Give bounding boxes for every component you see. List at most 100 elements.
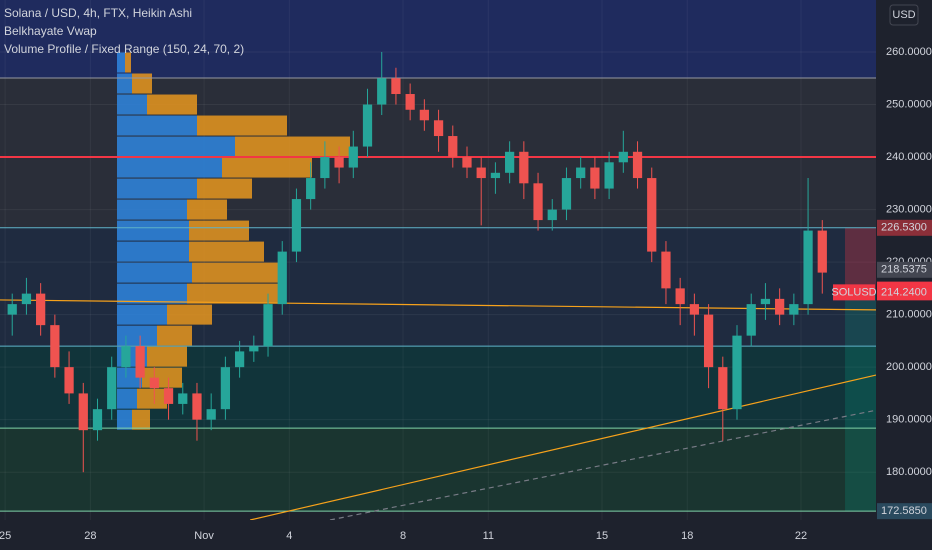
x-tick-label: 28 <box>84 530 96 542</box>
x-tick-label: 22 <box>795 530 807 542</box>
candle-body <box>789 304 799 315</box>
volume-sell <box>187 199 227 220</box>
candle-body <box>377 78 387 105</box>
candle-body <box>192 393 202 420</box>
plot-area <box>0 0 877 521</box>
volume-buy <box>117 325 157 346</box>
volume-sell <box>187 283 282 304</box>
price-label-box <box>877 219 932 236</box>
candle-body <box>703 314 714 368</box>
candle-body <box>661 251 671 289</box>
indicator-name: Belkhayate Vwap <box>4 24 97 38</box>
x-tick-label: 18 <box>681 530 693 542</box>
candle-body <box>7 304 17 315</box>
candle-body <box>107 367 117 410</box>
candle-body <box>732 335 742 410</box>
y-tick-label: 190.0000 <box>886 414 932 426</box>
indicator-name: Volume Profile / Fixed Range (150, 24, 7… <box>4 42 244 56</box>
candle-body <box>277 251 287 305</box>
candle-body <box>505 151 515 173</box>
candle-body <box>618 151 628 163</box>
price-label: 172.5850 <box>881 505 927 517</box>
volume-buy <box>117 199 187 220</box>
candle-body <box>320 157 330 179</box>
candle-body <box>50 325 60 368</box>
volume-buy <box>117 388 137 409</box>
volume-buy <box>117 409 132 430</box>
y-tick-label: 200.0000 <box>886 361 932 373</box>
price-label-box <box>877 284 932 301</box>
volume-sell <box>197 178 252 199</box>
candle-body <box>647 178 657 252</box>
y-tick-label: 260.0000 <box>886 46 932 58</box>
candle-body <box>249 346 259 352</box>
candle-body <box>220 367 231 410</box>
zone <box>0 0 876 78</box>
volume-buy <box>117 73 132 94</box>
candle-body <box>547 209 557 221</box>
price-label-box <box>877 261 932 278</box>
symbol-label: SOLUSD <box>831 286 876 298</box>
currency-box[interactable] <box>889 4 919 26</box>
candle-body <box>64 367 74 394</box>
volume-sell <box>222 157 312 178</box>
volume-sell <box>132 73 152 94</box>
volume-sell <box>189 220 249 241</box>
x-tick-label: 11 <box>483 530 494 542</box>
volume-buy <box>117 304 167 325</box>
candle-body <box>775 298 785 315</box>
candle-body <box>718 367 728 410</box>
candle-body <box>604 162 614 189</box>
candle-body <box>476 167 486 179</box>
currency[interactable]: USD <box>892 9 915 21</box>
candle-body <box>632 151 643 179</box>
zone <box>0 428 876 512</box>
volume-buy <box>117 220 189 241</box>
price-label-box <box>877 503 932 520</box>
candle-body <box>36 293 46 326</box>
y-tick-label: 210.0000 <box>886 309 932 321</box>
candle-body <box>419 109 429 121</box>
volume-sell <box>192 262 282 283</box>
volume-sell <box>157 325 192 346</box>
candle-body <box>519 151 529 184</box>
candle-body <box>21 293 32 305</box>
candle-body <box>746 304 756 336</box>
candle-body <box>149 377 159 389</box>
candle-body <box>263 304 273 347</box>
price-label: 218.5375 <box>881 264 927 276</box>
candle-body <box>78 393 88 431</box>
price-label: 214.2400 <box>881 286 927 298</box>
candle-body <box>163 388 174 404</box>
volume-sell <box>189 241 264 262</box>
price-label: 226.5300 <box>881 222 927 234</box>
candle-body <box>234 351 245 368</box>
candle-body <box>576 167 586 179</box>
candle-body <box>391 78 401 95</box>
volume-sell <box>167 304 212 325</box>
candle-body <box>405 94 415 110</box>
target-zone <box>845 292 876 512</box>
candle-body <box>448 136 458 158</box>
candle-body <box>306 178 316 200</box>
candle-body <box>760 298 771 305</box>
candle-body <box>689 304 699 315</box>
volume-sell <box>147 94 197 115</box>
x-tick-label: 4 <box>286 530 292 542</box>
trendline <box>0 299 877 311</box>
candle-body <box>362 104 373 147</box>
volume-buy <box>117 157 222 178</box>
candle-body <box>92 409 103 431</box>
volume-sell <box>235 136 350 157</box>
candle-body <box>561 178 572 210</box>
candle-body <box>135 346 145 378</box>
candle-body <box>334 157 344 168</box>
y-tick-label: 230.0000 <box>886 203 932 215</box>
trendline <box>249 374 877 521</box>
candle-body <box>462 157 472 168</box>
candle-body <box>433 120 444 137</box>
volume-buy <box>117 94 147 115</box>
candle-body <box>675 288 685 305</box>
